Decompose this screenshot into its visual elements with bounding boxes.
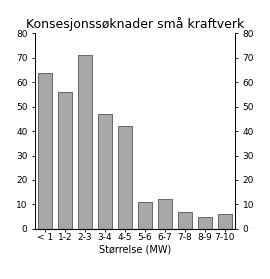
Title: Konsesjonssøknader små kraftverk: Konsesjonssøknader små kraftverk: [26, 17, 244, 31]
Bar: [118, 126, 132, 229]
Bar: [218, 214, 232, 229]
Bar: [38, 73, 52, 229]
X-axis label: Størrelse (MW): Størrelse (MW): [99, 245, 171, 255]
Bar: [78, 56, 92, 229]
Bar: [178, 212, 192, 229]
Bar: [138, 202, 152, 229]
Bar: [98, 114, 112, 229]
Bar: [158, 199, 172, 229]
Bar: [58, 92, 72, 229]
Bar: [198, 217, 212, 229]
